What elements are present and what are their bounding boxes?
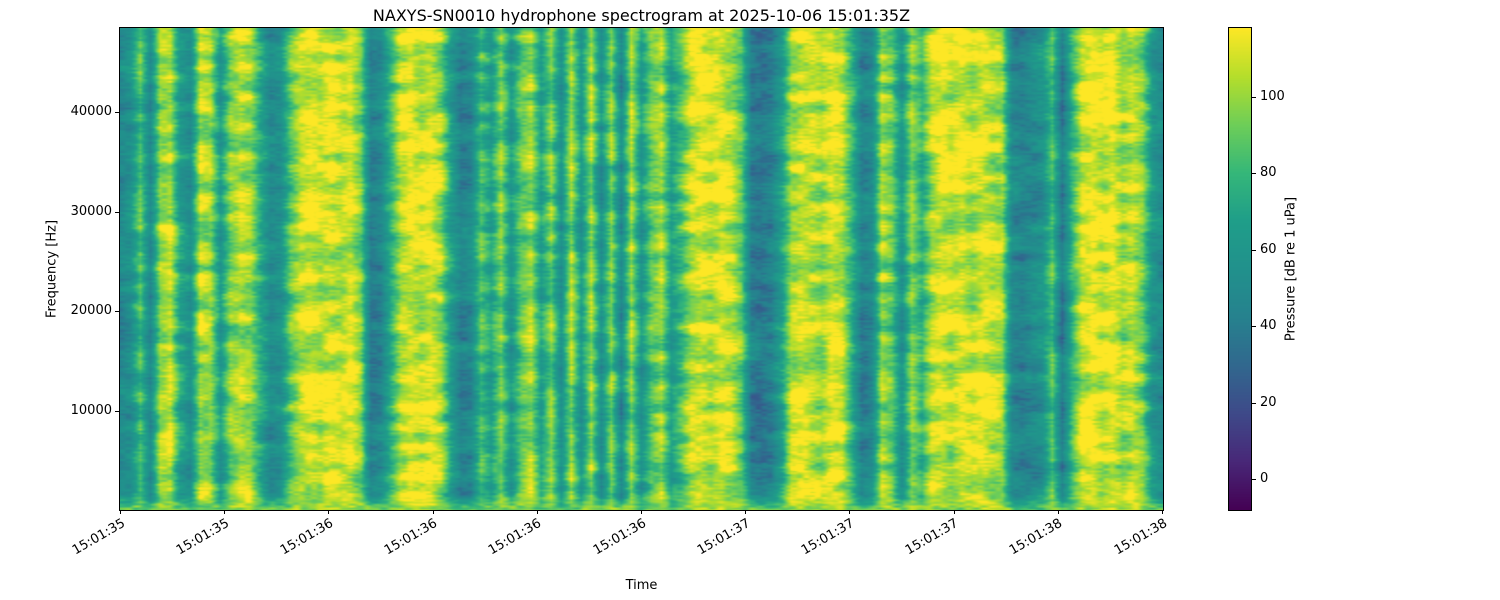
y-tick-mark [115, 211, 119, 213]
x-axis-label: Time [625, 578, 658, 593]
colorbar-tick-mark [1252, 326, 1256, 328]
colorbar-tick-mark [1252, 402, 1256, 404]
colorbar-tick-label: 0 [1260, 471, 1269, 487]
y-tick-mark [115, 112, 119, 114]
x-tick-mark [120, 510, 121, 514]
x-tick-mark [432, 510, 434, 514]
colorbar-gradient [1229, 28, 1251, 510]
x-tick-mark [745, 510, 747, 514]
colorbar-tick-mark [1252, 249, 1256, 251]
x-tick-label: 15:01:36 [277, 516, 336, 559]
colorbar-tick-label: 40 [1260, 318, 1277, 334]
y-tick-label: 10000 [70, 402, 112, 418]
y-tick-mark [115, 410, 119, 412]
y-tick-label: 20000 [70, 303, 112, 319]
x-tick-label: 15:01:35 [69, 516, 128, 559]
x-tick-mark [641, 510, 642, 514]
x-tick-mark [953, 510, 955, 514]
x-tick-label: 15:01:37 [798, 516, 857, 559]
x-tick-label: 15:01:38 [1111, 516, 1170, 559]
x-tick-mark [328, 510, 330, 514]
x-tick-mark [1162, 510, 1163, 514]
colorbar-tick-mark [1252, 479, 1256, 481]
plot-area [119, 27, 1164, 511]
colorbar-label: Pressure [dB re 1 uPa] [1283, 196, 1299, 342]
x-tick-mark [536, 510, 538, 514]
y-tick-label: 40000 [70, 104, 112, 120]
x-tick-label: 15:01:37 [694, 516, 753, 559]
x-tick-label: 15:01:36 [382, 516, 441, 559]
x-tick-mark [224, 510, 226, 514]
colorbar-tick-label: 100 [1260, 88, 1285, 104]
colorbar-tick-label: 80 [1260, 165, 1277, 181]
x-tick-label: 15:01:37 [903, 516, 962, 559]
spectrogram-heatmap [120, 28, 1163, 510]
x-tick-label: 15:01:35 [173, 516, 232, 559]
x-tick-label: 15:01:36 [590, 516, 649, 559]
x-tick-label: 15:01:38 [1007, 516, 1066, 559]
colorbar-tick-label: 60 [1260, 241, 1277, 257]
x-tick-mark [1057, 510, 1059, 514]
colorbar-tick-label: 20 [1260, 394, 1277, 410]
y-tick-label: 30000 [70, 203, 112, 219]
colorbar-tick-mark [1252, 96, 1256, 98]
chart-title: NAXYS-SN0010 hydrophone spectrogram at 2… [372, 6, 911, 25]
x-tick-mark [849, 510, 851, 514]
colorbar [1228, 27, 1252, 511]
x-tick-label: 15:01:36 [486, 516, 545, 559]
y-tick-mark [115, 311, 119, 313]
colorbar-tick-mark [1252, 173, 1256, 175]
